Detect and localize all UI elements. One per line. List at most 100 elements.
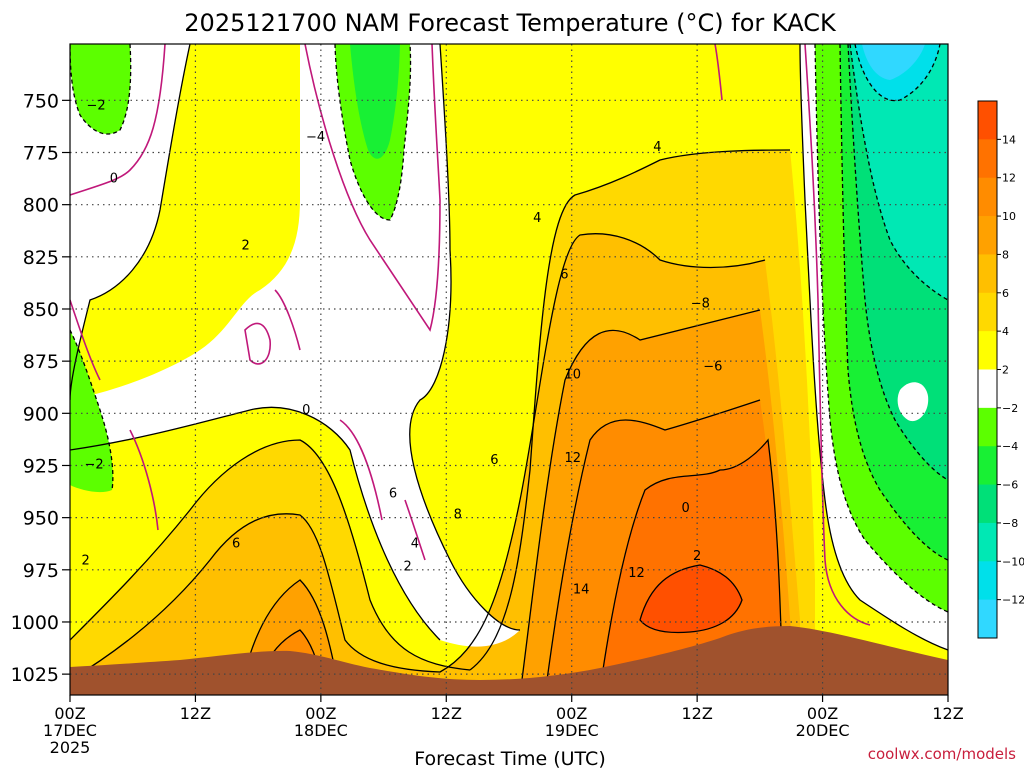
x-tick-label: 12Z	[681, 704, 712, 723]
contour-lines	[70, 44, 948, 695]
contour-label: 4	[653, 140, 661, 155]
x-tick-label: 12Z	[180, 704, 211, 723]
field-band-neg8-neg10	[850, 44, 948, 300]
colorbar-segment	[978, 599, 997, 639]
x-tick-label: 00Z	[54, 704, 85, 723]
contour-label: 0	[302, 403, 310, 418]
zero-isotherm	[70, 44, 166, 196]
contour-label: 0	[110, 172, 118, 187]
field-band-14-plus	[640, 565, 742, 633]
colorbar-label: 10	[1002, 210, 1016, 223]
y-axis: 750 775 800 825 850 875 900 925 950 975 1000 1025	[11, 90, 70, 686]
contour-label: 2	[82, 553, 90, 568]
colorbar-label: −10	[1002, 555, 1024, 568]
colorbar-label: 14	[1002, 133, 1016, 146]
field-band-neg4-neg6-mid	[350, 44, 400, 159]
x-tick-label: 00Z	[807, 704, 838, 723]
y-tick-label: 775	[23, 143, 59, 165]
contour-label: −2	[84, 457, 103, 472]
contour-label: −8	[691, 297, 710, 312]
contour-line	[409, 44, 521, 631]
contour-label: 2	[403, 560, 411, 575]
colorbar-label: 8	[1002, 248, 1009, 261]
plot-frame	[69, 43, 949, 696]
colorbar-label: −4	[1002, 440, 1018, 453]
x-tick-label: 19DEC	[545, 721, 599, 740]
zero-isotherm	[804, 44, 871, 626]
x-tick-label: 12Z	[932, 704, 963, 723]
zero-isotherm	[274, 289, 301, 351]
colorbar-segment	[978, 101, 997, 140]
colorbar-segment	[978, 216, 997, 255]
field-band-neg2-neg4-sw	[70, 330, 113, 493]
contour-line	[70, 233, 766, 681]
field-band-12-14	[600, 440, 782, 690]
x-tick-label: 2025	[50, 738, 91, 757]
colorbar-label: 12	[1002, 172, 1016, 185]
contour-line	[599, 438, 783, 691]
zero-isotherm	[244, 322, 271, 365]
contour-label: 8	[454, 507, 462, 522]
contour-line-dashed	[334, 44, 412, 221]
y-tick-label: 900	[23, 403, 59, 425]
y-tick-label: 750	[23, 90, 59, 112]
contour-label: 4	[533, 211, 541, 226]
contour-line-dashed	[70, 329, 114, 491]
colorbar-label: −6	[1002, 479, 1018, 492]
colorbar-segment	[978, 446, 997, 486]
y-tick-label: 875	[23, 351, 59, 373]
contour-label: −6	[703, 359, 722, 374]
zero-isotherm	[404, 499, 426, 561]
field-band-neg12-neg14	[862, 44, 925, 80]
colorbar-segment	[978, 522, 997, 562]
contour-line	[469, 149, 791, 671]
plot-area	[70, 44, 948, 695]
y-tick-label: 1000	[11, 612, 59, 634]
contour-line	[70, 44, 191, 401]
zero-isotherm	[70, 299, 101, 381]
colorbar-segment	[978, 292, 997, 332]
colorbar-label: −8	[1002, 517, 1018, 530]
y-tick-label: 800	[23, 195, 59, 217]
colorbar: 14 12 10 8 6 4 2 −2 −4 −6 −8 −10 −12	[977, 100, 1024, 639]
contour-label: 6	[232, 537, 240, 552]
y-tick-label: 975	[23, 560, 59, 582]
y-tick-label: 850	[23, 299, 59, 321]
colorbar-segment	[978, 369, 997, 409]
contour-label: 14	[573, 583, 590, 598]
contour-line-dashed	[70, 44, 132, 135]
field-band-neg2-neg4-west	[70, 44, 131, 135]
colorbar-segment	[978, 177, 997, 217]
x-tick-label: 18DEC	[294, 721, 348, 740]
zero-isotherm	[339, 419, 383, 521]
y-tick-label: 950	[23, 508, 59, 530]
contour-label: 6	[490, 453, 498, 468]
y-tick-label: 1025	[11, 664, 59, 686]
colorbar-label: −12	[1002, 594, 1024, 607]
contour-label: 12	[564, 451, 581, 466]
y-tick-label: 825	[23, 247, 59, 269]
zero-isotherm	[714, 44, 723, 101]
colorbar-segment	[978, 331, 997, 370]
contour-line	[70, 406, 441, 641]
contour-label: 10	[564, 368, 581, 383]
x-tick-label: 17DEC	[43, 721, 97, 740]
contour-label: 0	[682, 501, 690, 516]
contour-line	[239, 579, 341, 695]
contour-line-dashed	[814, 44, 948, 613]
contour-line	[639, 564, 743, 634]
colorbar-label: 2	[1002, 364, 1009, 377]
contour-label: 2	[241, 238, 249, 253]
contour-line-dashed	[839, 44, 948, 561]
contour-label: 12	[628, 566, 645, 581]
colorbar-segment	[978, 139, 997, 179]
x-tick-label: 12Z	[431, 704, 462, 723]
x-tick-label: 20DEC	[796, 721, 850, 740]
zero-isotherm	[304, 44, 441, 332]
contour-label: 2	[693, 549, 701, 564]
colorbar-segment	[978, 407, 997, 447]
colorbar-segment	[978, 484, 997, 524]
